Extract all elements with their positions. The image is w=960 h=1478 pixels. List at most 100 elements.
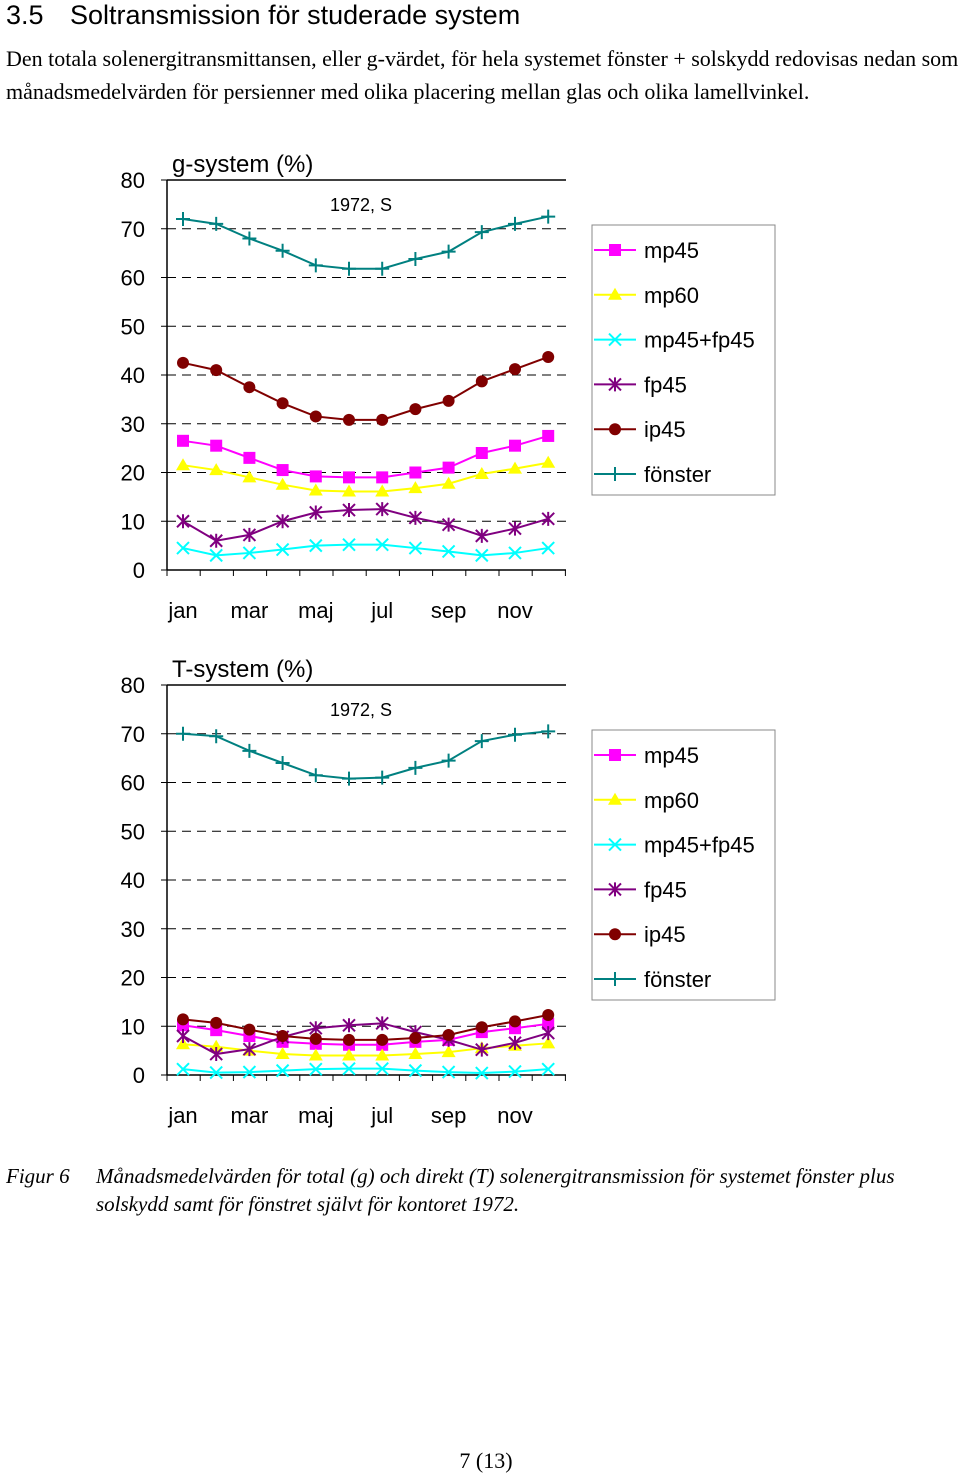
data-point xyxy=(442,461,455,474)
series-line-ip45 xyxy=(182,356,549,421)
legend-marker xyxy=(608,287,622,300)
data-point xyxy=(442,394,455,407)
series-mp45-fp45 xyxy=(176,1061,555,1080)
data-point xyxy=(308,1048,323,1061)
data-point xyxy=(309,470,322,483)
data-point xyxy=(242,546,257,560)
y-tick-label: 30 xyxy=(121,917,145,942)
data-point xyxy=(209,548,223,563)
legend-marker xyxy=(608,882,622,897)
data-point xyxy=(375,484,390,497)
data-point xyxy=(408,251,423,266)
data-point xyxy=(508,546,522,560)
data-point xyxy=(441,753,456,768)
data-point xyxy=(242,743,257,758)
x-tick-label: nov xyxy=(497,598,532,623)
data-point xyxy=(177,434,189,447)
y-tick-label: 0 xyxy=(133,1063,145,1088)
data-point xyxy=(542,1017,555,1030)
series-ip45 xyxy=(177,1009,555,1046)
data-point xyxy=(243,451,256,464)
y-tick-label: 60 xyxy=(121,771,145,796)
legend-label: fönster xyxy=(644,462,711,487)
data-point xyxy=(408,1047,423,1060)
data-point xyxy=(275,243,290,258)
series-fonster xyxy=(176,209,556,276)
data-point xyxy=(209,1039,224,1052)
data-point xyxy=(441,544,456,559)
data-point xyxy=(243,1023,256,1036)
data-point xyxy=(475,375,488,388)
data-point xyxy=(176,541,190,555)
data-point xyxy=(542,429,555,442)
data-point xyxy=(441,517,456,532)
data-point xyxy=(442,1029,455,1042)
data-point xyxy=(509,1022,521,1035)
data-point xyxy=(343,471,355,484)
data-point xyxy=(475,1021,488,1034)
x-tick-label: jul xyxy=(370,1103,393,1128)
legend-label: fönster xyxy=(644,967,711,992)
series-line-fp45 xyxy=(182,508,549,542)
legend-label: mp45 xyxy=(644,743,699,768)
legend-label: mp45+fp45 xyxy=(644,328,755,353)
data-point xyxy=(209,1047,223,1062)
y-tick-label: 70 xyxy=(121,722,145,747)
data-point xyxy=(209,533,223,548)
legend-marker xyxy=(609,423,621,436)
data-point xyxy=(342,1048,356,1061)
legend-label: fp45 xyxy=(644,372,687,397)
legend-item-mp60: mp60 xyxy=(594,283,699,308)
data-point xyxy=(242,527,257,542)
data-point xyxy=(508,521,522,536)
data-point xyxy=(176,514,190,529)
legend-item-fonster: fönster xyxy=(594,967,711,992)
data-point xyxy=(209,463,224,476)
data-point xyxy=(275,1063,290,1078)
data-point xyxy=(176,726,190,741)
x-tick-label: nov xyxy=(497,1103,532,1128)
data-point xyxy=(275,1047,290,1060)
legend-label: ip45 xyxy=(644,417,686,442)
x-tick-label: mar xyxy=(230,598,268,623)
figure-label: Figur 6 xyxy=(6,1164,70,1188)
data-point xyxy=(474,225,489,240)
data-point xyxy=(342,1061,356,1076)
data-point xyxy=(176,458,190,471)
series-mp60 xyxy=(176,455,556,497)
legend-label: mp60 xyxy=(644,788,699,813)
legend-item-fp45: fp45 xyxy=(594,877,687,902)
data-point xyxy=(242,470,257,483)
data-point xyxy=(541,455,556,468)
x-tick-label: jan xyxy=(167,1103,197,1128)
x-tick-label: sep xyxy=(431,1103,466,1128)
data-point xyxy=(474,734,489,749)
data-point xyxy=(408,760,423,775)
legend-item-mp45-fp45: mp45+fp45 xyxy=(594,833,755,858)
data-point xyxy=(541,724,556,739)
legend-label: ip45 xyxy=(644,922,686,947)
legend-item-mp60: mp60 xyxy=(594,788,699,813)
legend-item-fonster: fönster xyxy=(594,462,711,487)
data-point xyxy=(176,212,190,226)
data-point xyxy=(409,403,422,416)
data-point xyxy=(409,466,422,479)
data-point xyxy=(508,461,522,474)
data-point xyxy=(441,1045,456,1058)
data-point xyxy=(541,541,555,555)
series-line-fonster xyxy=(182,730,549,780)
y-tick-label: 10 xyxy=(121,1014,145,1039)
legend-label: mp45 xyxy=(644,238,699,263)
data-point xyxy=(342,537,356,552)
section-heading: 3.5 Soltransmission för studerade system xyxy=(6,0,520,31)
data-point xyxy=(275,542,290,557)
data-point xyxy=(275,477,290,490)
data-point xyxy=(276,464,289,477)
data-point xyxy=(275,756,290,770)
data-point xyxy=(242,1042,257,1057)
data-point xyxy=(376,413,389,426)
data-point xyxy=(309,505,323,520)
x-tick-label: maj xyxy=(298,1103,333,1128)
data-point xyxy=(342,261,356,276)
data-point xyxy=(475,528,489,543)
